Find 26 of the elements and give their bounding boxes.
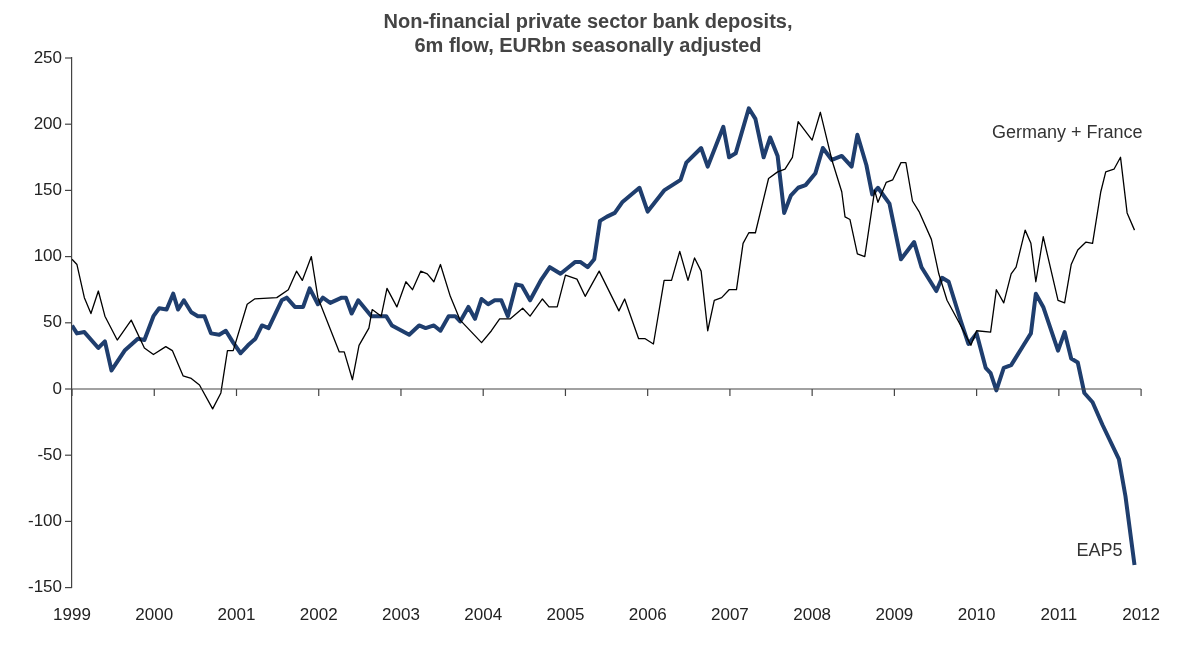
x-tick-label: 1999 <box>53 605 91 625</box>
x-tick-label: 2009 <box>875 605 914 625</box>
x-tick-label: 2010 <box>957 605 996 625</box>
y-tick-label: -50 <box>37 444 63 464</box>
y-tick-label: -100 <box>27 511 63 531</box>
x-tick-label: 2005 <box>546 605 585 625</box>
y-tick-label: 50 <box>43 312 63 332</box>
y-tick-label: 200 <box>33 113 63 133</box>
y-tick-label: 250 <box>33 47 63 67</box>
y-tick-label: 0 <box>52 378 63 398</box>
x-tick-label: 2001 <box>217 605 256 625</box>
x-tick-label: 2004 <box>464 605 503 625</box>
y-tick-label: 150 <box>33 180 63 200</box>
x-tick-label: 2012 <box>1122 605 1160 625</box>
y-tick-label: -150 <box>27 577 63 597</box>
x-tick-label: 2006 <box>628 605 667 625</box>
x-tick-label: 2000 <box>135 605 174 625</box>
chart-title: Non-financial private sector bank deposits, 6m flow, EURbn seasonally adjusted <box>383 9 793 56</box>
series-label: EAP5 <box>1076 540 1123 561</box>
x-tick-label: 2007 <box>711 605 749 625</box>
x-tick-label: 2008 <box>793 605 832 625</box>
x-tick-label: 2011 <box>1040 605 1078 625</box>
x-tick-label: 2002 <box>299 605 338 625</box>
y-tick-label: 100 <box>33 246 63 266</box>
series-label: Germany + France <box>991 122 1143 143</box>
x-tick-label: 2003 <box>382 605 420 625</box>
